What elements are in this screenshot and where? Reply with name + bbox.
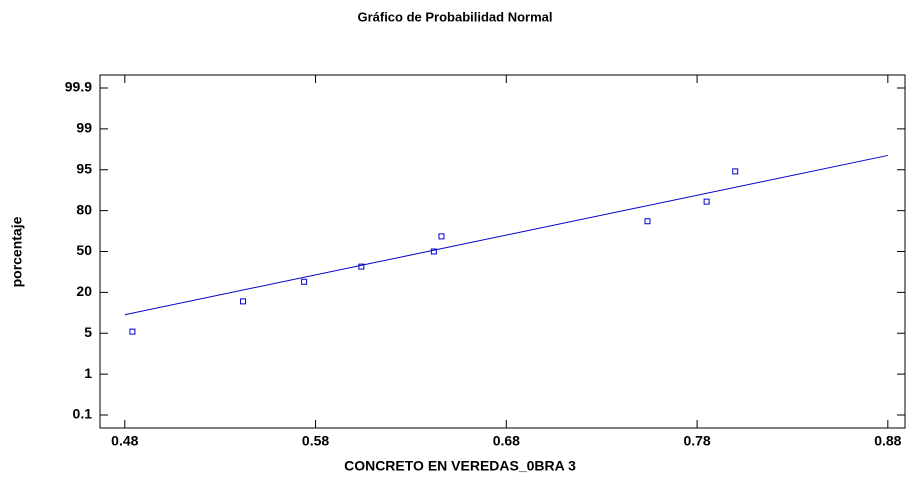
data-point	[240, 298, 247, 305]
plot-frame	[99, 74, 906, 429]
y-tick-label: 95	[76, 160, 92, 176]
y-tick-label: 0.1	[73, 406, 93, 422]
chart-title: Gráfico de Probabilidad Normal	[357, 9, 552, 24]
y-tick-label: 20	[76, 283, 92, 299]
y-tick-label: 50	[76, 242, 92, 258]
x-tick-label: 0.48	[111, 433, 138, 449]
y-tick-label: 1	[84, 365, 92, 381]
data-point	[644, 218, 651, 225]
y-tick-label: 99.9	[65, 79, 92, 95]
data-point	[301, 278, 308, 285]
x-tick-label: 0.68	[493, 433, 520, 449]
fit-line	[124, 154, 888, 316]
y-tick-label: 80	[76, 201, 92, 217]
data-point	[732, 168, 739, 175]
data-point	[430, 248, 437, 255]
x-tick-label: 0.78	[683, 433, 710, 449]
x-tick-label: 0.58	[302, 433, 329, 449]
x-tick-label: 0.88	[874, 433, 901, 449]
x-axis-label: CONCRETO EN VEREDAS_0BRA 3	[344, 458, 576, 474]
data-point	[703, 198, 710, 205]
data-point	[129, 328, 136, 335]
y-tick-label: 99	[76, 120, 92, 136]
data-point	[358, 263, 365, 270]
data-point	[438, 233, 445, 240]
y-tick-label: 5	[84, 324, 92, 340]
y-axis-label: porcentaje	[9, 216, 25, 287]
